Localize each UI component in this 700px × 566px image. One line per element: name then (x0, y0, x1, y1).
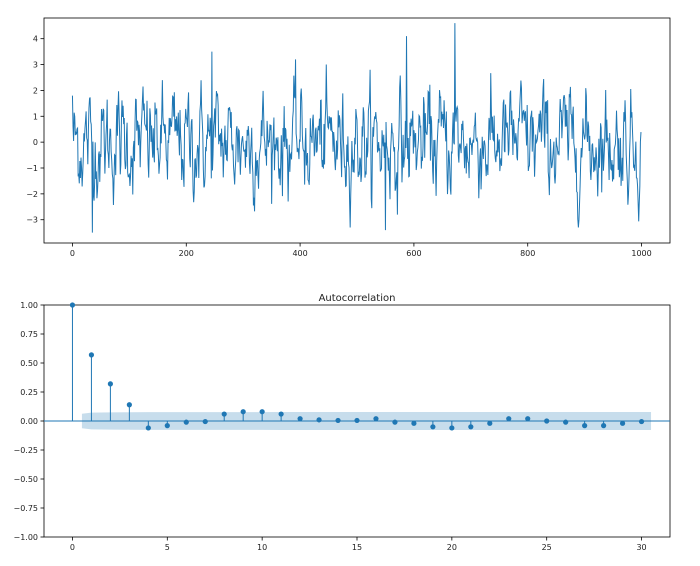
y-tick-label: 0.50 (20, 359, 38, 368)
time-series-y-ticks: −3 −2 −1 0 1 2 3 4 (26, 35, 44, 225)
y-tick-label: −1 (26, 164, 38, 173)
autocorrelation-stems (69, 302, 645, 431)
y-tick-label: −0.75 (13, 504, 38, 513)
acf-marker (638, 418, 645, 425)
autocorrelation-y-ticks: 1.00 0.75 0.50 0.25 0.00 −0.25 −0.50 −0.75 −1.00 (13, 301, 44, 542)
acf-marker (449, 425, 455, 431)
x-tick-label: 25 (542, 543, 552, 552)
acf-marker (601, 423, 607, 429)
acf-marker (221, 411, 227, 417)
y-tick-label: 0.75 (20, 330, 38, 339)
acf-marker (164, 423, 170, 429)
acf-marker (619, 420, 626, 426)
acf-marker (563, 419, 569, 425)
time-series-x-ticks: 0 200 400 600 800 1000 (70, 243, 652, 258)
y-tick-label: 0.00 (20, 417, 38, 426)
y-tick-label: 4 (33, 35, 38, 44)
acf-marker (506, 416, 512, 422)
x-tick-label: 0 (70, 249, 75, 258)
acf-marker (259, 409, 265, 415)
y-tick-label: 1.00 (20, 301, 38, 310)
acf-marker (316, 417, 322, 423)
acf-marker (354, 417, 360, 424)
x-tick-label: 10 (257, 543, 267, 552)
acf-marker (145, 425, 151, 431)
x-tick-label: 200 (179, 249, 194, 258)
time-series-plot-area (43, 17, 671, 244)
acf-marker (392, 419, 398, 425)
acf-marker (88, 352, 95, 358)
x-tick-label: 600 (406, 249, 421, 258)
y-tick-label: 2 (33, 86, 38, 95)
x-tick-label: 20 (447, 543, 457, 552)
x-tick-label: 5 (165, 543, 170, 552)
acf-marker (411, 420, 417, 426)
acf-marker (335, 417, 341, 424)
acf-marker (297, 416, 303, 422)
acf-marker (183, 419, 189, 425)
y-tick-label: −2 (26, 190, 38, 199)
x-tick-label: 1000 (631, 249, 651, 258)
acf-marker (525, 416, 531, 422)
x-tick-label: 30 (636, 543, 646, 552)
acf-marker (278, 411, 284, 417)
acf-marker (69, 302, 76, 308)
autocorrelation-panel: Autocorrelation 1.00 0.75 0.50 0.25 0.00 −0.2… (13, 293, 671, 552)
y-tick-label: 3 (33, 61, 38, 70)
autocorrelation-x-ticks: 0 5 10 15 20 25 30 (70, 537, 647, 552)
acf-marker (544, 418, 550, 424)
acf-marker (373, 416, 379, 422)
time-series-line (71, 23, 642, 233)
acf-marker (240, 409, 246, 415)
y-tick-label: 0.25 (20, 388, 38, 397)
y-tick-label: −1.00 (13, 533, 38, 542)
autocorrelation-title: Autocorrelation (319, 293, 396, 304)
acf-marker (487, 420, 493, 426)
acf-marker (202, 418, 208, 425)
acf-marker (126, 402, 132, 408)
x-tick-label: 400 (292, 249, 307, 258)
acf-marker (468, 424, 474, 430)
acf-marker (430, 424, 436, 430)
acf-marker (582, 423, 588, 429)
x-tick-label: 0 (70, 543, 75, 552)
x-tick-label: 800 (520, 249, 535, 258)
y-tick-label: −0.50 (13, 475, 38, 484)
time-series-panel: −3 −2 −1 0 1 2 3 4 0 200 400 600 800 1000 (26, 17, 671, 258)
x-tick-label: 15 (352, 543, 362, 552)
y-tick-label: −0.25 (13, 446, 38, 455)
y-tick-label: 1 (33, 112, 38, 121)
y-tick-label: −3 (26, 216, 38, 225)
y-tick-label: 0 (33, 138, 38, 147)
acf-marker (107, 381, 113, 387)
